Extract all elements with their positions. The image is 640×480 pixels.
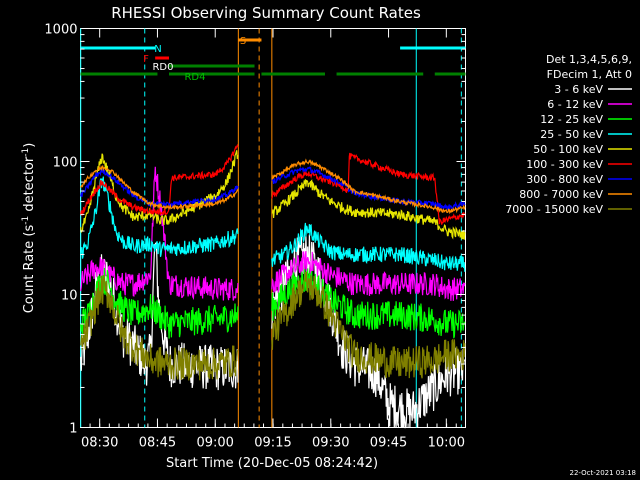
flag-label-s: S	[240, 36, 246, 47]
x-axis: 08:30 08:45 09:00 09:15 09:30 09:45 10:00	[81, 28, 465, 451]
legend-entry-label: 7000 - 15000 keV	[505, 203, 603, 216]
y-axis-label: Count Rate (s-1 detector-1)	[21, 143, 37, 314]
legend-header-detectors: Det 1,3,4,5,6,9,	[546, 53, 632, 66]
legend-entry-label: 300 - 800 keV	[526, 173, 603, 186]
y-tick-label: 100	[53, 156, 78, 171]
x-tick-label: 09:45	[370, 436, 407, 451]
x-tick-label: 08:30	[81, 436, 118, 451]
legend-entry-label: 12 - 25 keV	[540, 113, 603, 126]
legend-entry-label: 3 - 6 keV	[554, 83, 603, 96]
series-line-0	[80, 242, 239, 391]
y-axis-label-sup2: -1	[21, 148, 31, 157]
y-axis-label-tail: detector	[22, 156, 37, 216]
series-line-8	[80, 274, 239, 381]
series-line-7	[80, 164, 239, 211]
series-lines	[80, 143, 466, 429]
chart-title: RHESSI Observing Summary Count Rates	[111, 4, 421, 22]
series-line-8	[271, 271, 466, 379]
flag-label-rd4: RD4	[184, 72, 205, 83]
legend-entry-label: 100 - 300 keV	[526, 158, 603, 171]
flag-label-f: F	[143, 54, 149, 65]
series-line-4	[271, 179, 466, 240]
legend-entry-label: 800 - 7000 keV	[519, 188, 603, 201]
vertical-markers	[80, 28, 462, 428]
flag-label-rd0: RD0	[152, 62, 173, 73]
flag-label-n: N	[154, 44, 161, 55]
plot-border	[80, 28, 466, 428]
y-axis-label-end: )	[22, 143, 37, 148]
x-axis-label: Start Time (20-Dec-05 08:24:42)	[166, 456, 378, 471]
x-tick-label: 08:45	[139, 436, 176, 451]
x-tick-label: 09:30	[312, 436, 349, 451]
legend-header-decimation: FDecim 1, Att 0	[547, 68, 632, 81]
footer-timestamp: 22-Oct-2021 03:18	[570, 469, 636, 477]
y-tick-label: 1	[69, 422, 77, 437]
legend-entry-label: 50 - 100 keV	[533, 143, 603, 156]
series-line-3	[80, 176, 239, 259]
x-tick-label: 09:15	[254, 436, 291, 451]
x-tick-label: 10:00	[428, 436, 465, 451]
series-line-6	[80, 168, 239, 209]
legend-entry-label: 6 - 12 keV	[547, 98, 603, 111]
y-tick-label: 10	[61, 289, 78, 304]
legend-entries: 3 - 6 keV 6 - 12 keV 12 - 25 keV 25 - 50 ke…	[505, 83, 632, 216]
plot-area	[80, 28, 466, 428]
y-axis: 1 10 100 1000	[44, 23, 466, 437]
y-axis-label-main: Count Rate (s	[22, 225, 37, 314]
y-axis-label-sup: -1	[21, 216, 31, 225]
x-tick-label: 09:00	[196, 436, 233, 451]
legend: Det 1,3,4,5,6,9, FDecim 1, Att 0 3 - 6 k…	[505, 53, 632, 216]
series-line-3	[271, 222, 466, 272]
series-line-5	[271, 152, 466, 225]
series-line-7	[271, 158, 466, 215]
y-tick-label: 1000	[44, 23, 77, 38]
legend-entry-label: 25 - 50 keV	[540, 128, 603, 141]
series-line-1	[271, 251, 466, 301]
